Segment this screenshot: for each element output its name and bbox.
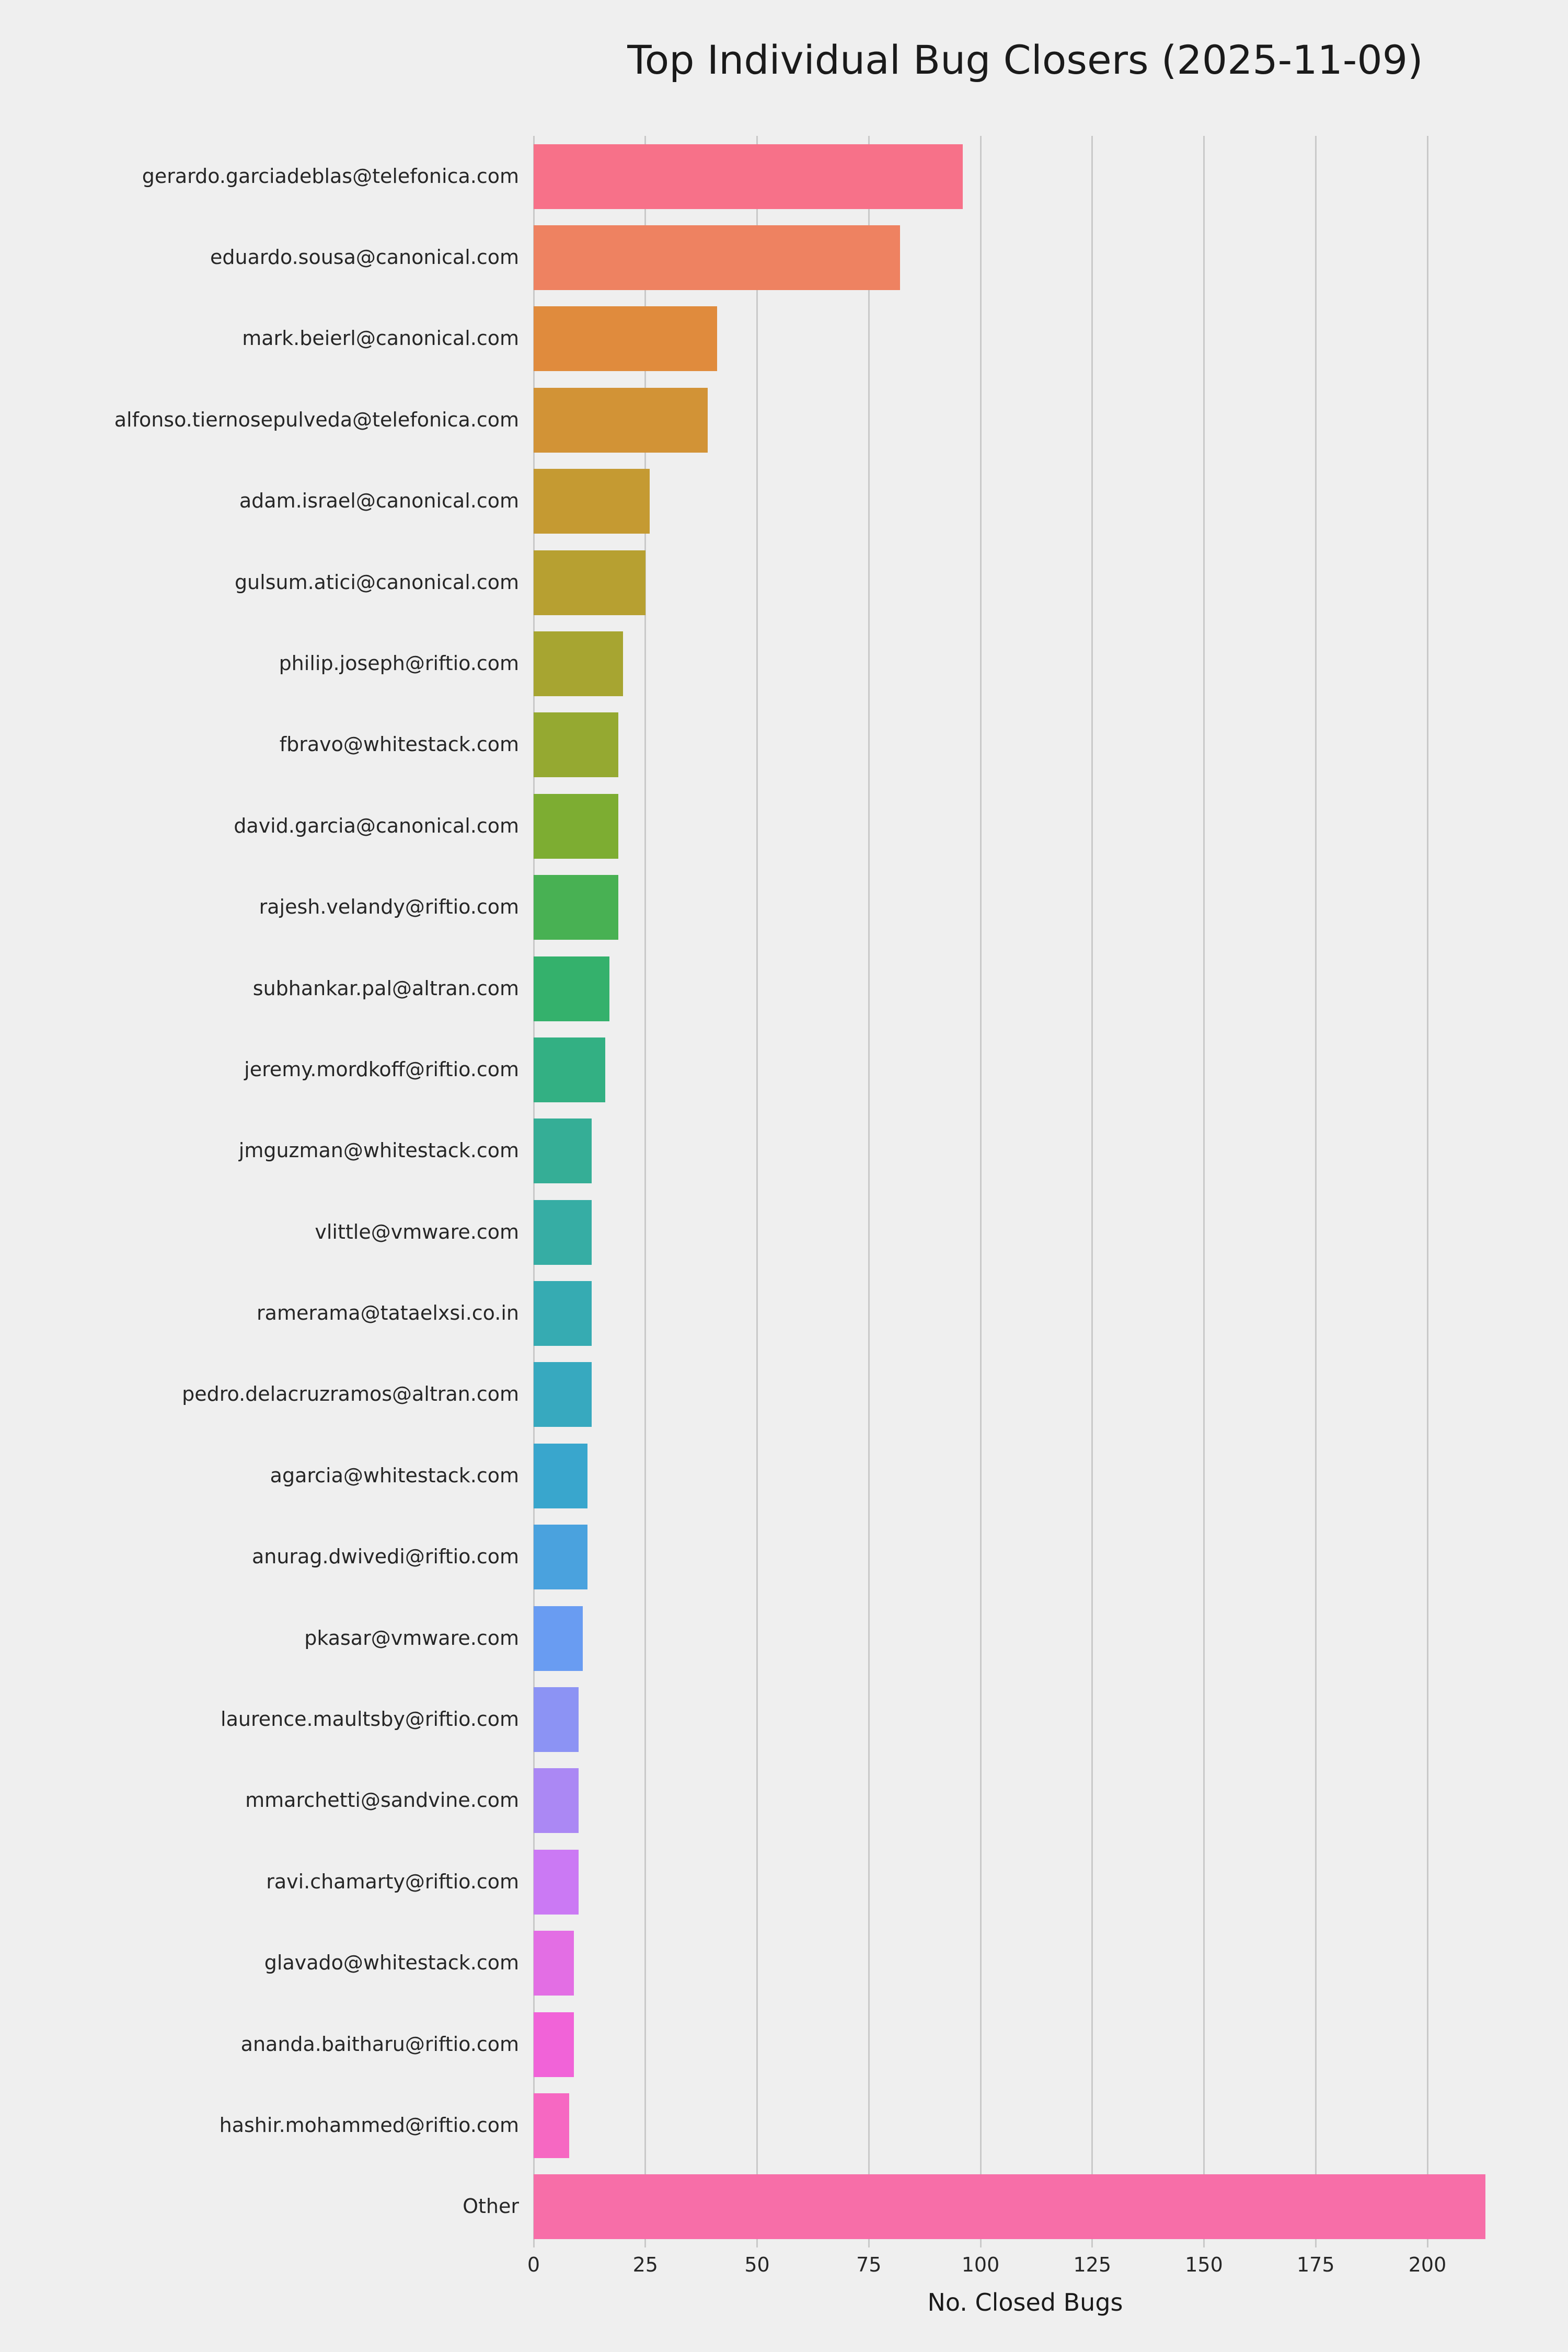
y-axis-category-label: alfonso.tiernosepulveda@telefonica.com <box>114 408 519 432</box>
bar <box>534 1687 579 1752</box>
gridline <box>1426 136 1428 2247</box>
bar <box>534 387 708 453</box>
x-axis-tick-label: 50 <box>744 2253 770 2276</box>
bar <box>534 1525 587 1590</box>
bar <box>534 550 645 615</box>
bar <box>534 1037 605 1102</box>
plot-area <box>533 136 1517 2247</box>
bar <box>534 144 963 209</box>
y-axis-category-label: jeremy.mordkoff@riftio.com <box>244 1058 519 1081</box>
y-axis-category-label: ananda.baitharu@riftio.com <box>240 2032 519 2056</box>
bar <box>534 875 619 940</box>
y-axis-category-label: pedro.delacruzramos@altran.com <box>182 1382 519 1406</box>
gridline <box>644 136 647 2247</box>
y-axis-category-label: Other <box>463 2195 519 2218</box>
bar <box>534 469 650 534</box>
bar <box>534 1443 587 1508</box>
bar <box>534 1362 592 1427</box>
y-axis-category-label: pkasar@vmware.com <box>304 1626 519 1650</box>
x-axis-label: No. Closed Bugs <box>927 2288 1123 2316</box>
y-axis-category-label: ravi.chamarty@riftio.com <box>266 1870 519 1893</box>
bar <box>534 956 610 1021</box>
gridline <box>1203 136 1205 2247</box>
y-axis-category-label: glavado@whitestack.com <box>264 1951 519 1975</box>
y-axis-category-label: adam.israel@canonical.com <box>239 489 519 513</box>
x-axis-tick-label: 75 <box>856 2253 882 2276</box>
y-axis-category-label: fbravo@whitestack.com <box>279 733 519 756</box>
gridlines <box>533 136 1517 2247</box>
x-axis-tick-label: 125 <box>1073 2253 1112 2276</box>
bar <box>534 1849 579 1915</box>
bar <box>534 1119 592 1184</box>
bar <box>534 1931 574 1996</box>
y-axis-category-label: gerardo.garciadeblas@telefonica.com <box>142 164 519 188</box>
bar <box>534 225 901 291</box>
y-axis-category-label: eduardo.sousa@canonical.com <box>210 246 519 269</box>
x-axis-tick-label: 0 <box>527 2253 540 2276</box>
bar <box>534 1281 592 1346</box>
y-axis-labels: gerardo.garciadeblas@telefonica.com eduar… <box>0 136 519 2247</box>
y-axis-category-label: gulsum.atici@canonical.com <box>234 570 519 594</box>
y-axis-category-label: mark.beierl@canonical.com <box>242 327 519 350</box>
y-axis-category-label: david.garcia@canonical.com <box>234 814 519 837</box>
y-axis-category-label: vlittle@vmware.com <box>315 1220 519 1243</box>
x-axis-tick-label: 25 <box>632 2253 658 2276</box>
y-axis-category-label: anurag.dwivedi@riftio.com <box>251 1545 519 1569</box>
y-axis-category-label: hashir.mohammed@riftio.com <box>219 2114 519 2137</box>
gridline <box>868 136 870 2247</box>
x-axis-tick-label: 100 <box>961 2253 1000 2276</box>
bar <box>534 631 623 696</box>
gridline <box>1091 136 1093 2247</box>
bar <box>534 793 619 859</box>
x-axis-tick-label: 200 <box>1408 2253 1447 2276</box>
bar <box>534 2174 1486 2240</box>
y-axis-category-label: laurence.maultsby@riftio.com <box>221 1708 519 1731</box>
y-axis-category-label: ramerama@tataelxsi.co.in <box>257 1301 519 1325</box>
y-axis-category-label: subhankar.pal@altran.com <box>252 976 519 1000</box>
bars <box>534 136 1517 2247</box>
y-axis-category-label: agarcia@whitestack.com <box>270 1464 519 1488</box>
bar <box>534 2012 574 2077</box>
gridline <box>533 136 535 2247</box>
bar <box>534 1606 583 1671</box>
bar <box>534 306 717 372</box>
gridline <box>1315 136 1317 2247</box>
gridline <box>979 136 982 2247</box>
bar <box>534 2093 570 2158</box>
chart-title: Top Individual Bug Closers (2025-11-09) <box>627 37 1423 83</box>
y-axis-category-label: philip.joseph@riftio.com <box>279 652 519 675</box>
bar <box>534 1768 579 1834</box>
x-axis-tick-label: 150 <box>1185 2253 1223 2276</box>
gridline <box>756 136 758 2247</box>
y-axis-category-label: mmarchetti@sandvine.com <box>245 1789 519 1812</box>
bar <box>534 712 619 778</box>
y-axis-category-label: jmguzman@whitestack.com <box>238 1139 519 1162</box>
y-axis-category-label: rajesh.velandy@riftio.com <box>259 895 519 919</box>
x-axis-tick-label: 175 <box>1296 2253 1335 2276</box>
bar <box>534 1200 592 1265</box>
